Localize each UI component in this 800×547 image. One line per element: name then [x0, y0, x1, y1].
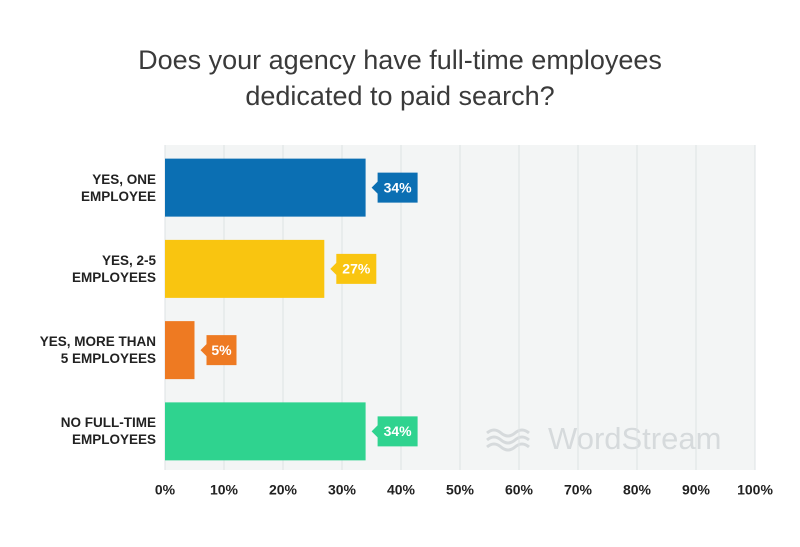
x-tick-label: 40% — [387, 482, 416, 498]
value-label-box — [371, 172, 418, 203]
x-tick-label: 30% — [328, 482, 357, 498]
value-label: 27% — [342, 261, 371, 277]
x-tick-label: 80% — [623, 482, 652, 498]
watermark-text: WordStream — [548, 421, 721, 456]
category-label: YES, ONE EMPLOYEE — [80, 171, 156, 204]
category-label: NO FULL-TIME EMPLOYEES — [60, 415, 156, 448]
x-tick-label: 70% — [564, 482, 593, 498]
category-label: YES, MORE THAN 5 EMPLOYEES — [39, 334, 156, 367]
value-label-box — [371, 416, 418, 447]
x-tick-label: 50% — [446, 482, 475, 498]
x-tick-label: 20% — [269, 482, 298, 498]
category-label: YES, 2-5 EMPLOYEES — [71, 252, 156, 285]
value-label: 5% — [211, 342, 232, 358]
x-tick-label: 10% — [210, 482, 239, 498]
x-tick-label: 100% — [737, 482, 773, 498]
bar — [165, 321, 195, 380]
value-label: 34% — [384, 179, 413, 195]
value-label: 34% — [384, 423, 413, 439]
watermark-wave — [486, 442, 530, 452]
bar — [165, 239, 325, 298]
x-tick-label: 60% — [505, 482, 534, 498]
watermark: WordStream — [486, 421, 721, 456]
x-tick-label: 90% — [682, 482, 711, 498]
bar — [165, 158, 366, 217]
x-tick-label: 0% — [155, 482, 176, 498]
value-label-box — [330, 253, 377, 284]
watermark-wave — [486, 435, 530, 445]
bar — [165, 402, 366, 461]
watermark-wave — [486, 428, 530, 438]
value-label-box — [200, 335, 237, 366]
chart-title: Does your agency have full-time employee… — [138, 45, 662, 111]
